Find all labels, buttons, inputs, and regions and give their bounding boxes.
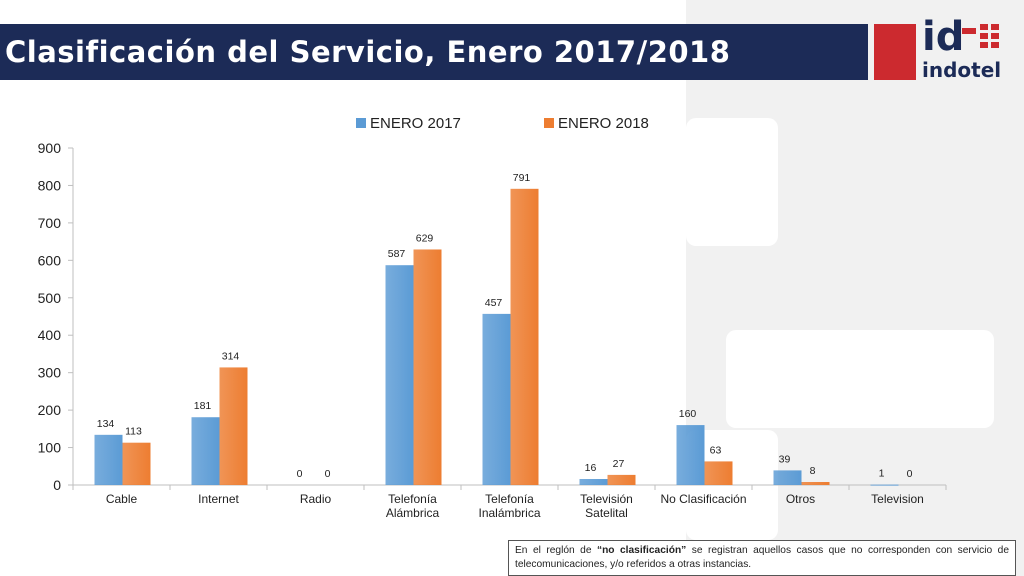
data-label: 113 — [125, 426, 142, 438]
bar — [676, 425, 705, 485]
x-tick-label: Inalámbrica — [478, 506, 540, 520]
data-label: 457 — [485, 297, 503, 309]
x-tick-label: Satelital — [585, 506, 628, 520]
data-label: 0 — [907, 468, 913, 480]
x-tick-label: Television — [871, 492, 924, 506]
footnote-suffix: se registran aquellos casos que no corre… — [515, 545, 1009, 570]
data-label: 27 — [613, 458, 625, 470]
bar — [704, 461, 733, 485]
bar — [870, 484, 899, 486]
background-shape — [726, 330, 994, 428]
data-label: 16 — [585, 462, 597, 474]
legend-swatch — [356, 118, 366, 128]
data-label: 0 — [297, 468, 303, 480]
logo-id-text: id — [922, 14, 965, 60]
logo-grid-icon — [962, 24, 1002, 52]
data-label: 39 — [779, 453, 791, 465]
footnote-box: En el reglón de “no clasificación” se re… — [508, 540, 1016, 576]
data-label: 1 — [879, 468, 885, 480]
bar — [482, 313, 511, 485]
bar — [191, 417, 220, 485]
bar — [801, 482, 830, 485]
logo-red-block — [874, 24, 916, 80]
x-tick-label: Telefonía — [485, 492, 534, 506]
bar — [579, 479, 608, 485]
x-tick-label: Telefonía — [388, 492, 437, 506]
data-label: 63 — [710, 444, 722, 456]
bar — [385, 265, 414, 485]
legend-label: ENERO 2017 — [370, 115, 461, 132]
y-tick-label: 400 — [38, 327, 62, 343]
y-tick-label: 200 — [38, 402, 62, 418]
x-tick-label: Cable — [106, 492, 138, 506]
bar — [122, 442, 151, 485]
legend-label: ENERO 2018 — [558, 115, 649, 132]
bar — [94, 434, 123, 485]
background-shape — [686, 118, 778, 246]
bar — [773, 470, 802, 485]
data-label: 587 — [388, 248, 406, 260]
x-tick-label: Radio — [300, 492, 332, 506]
x-tick-label: Alámbrica — [386, 506, 440, 520]
data-label: 314 — [222, 350, 240, 362]
y-tick-label: 500 — [38, 290, 62, 306]
legend-swatch — [544, 118, 554, 128]
y-tick-label: 700 — [38, 215, 62, 231]
data-label: 629 — [416, 232, 434, 244]
footnote-prefix: En el reglón de — [515, 545, 597, 556]
bar-chart: 0100200300400500600700800900134113Cable1… — [38, 115, 947, 520]
y-tick-label: 0 — [53, 477, 61, 493]
bar — [510, 188, 539, 485]
data-label: 791 — [513, 172, 531, 184]
bar — [413, 249, 442, 485]
slide-title: Clasificación del Servicio, Enero 2017/2… — [5, 35, 731, 69]
data-label: 181 — [194, 400, 212, 412]
y-tick-label: 100 — [38, 440, 62, 456]
logo-wordmark: indotel — [922, 58, 1002, 82]
data-label: 8 — [810, 465, 816, 477]
footnote-highlight: “no clasificación” — [596, 545, 687, 556]
data-label: 160 — [679, 408, 697, 420]
background-panel — [686, 0, 1024, 576]
y-tick-label: 900 — [38, 140, 62, 156]
x-tick-label: Televisión — [580, 492, 633, 506]
y-tick-label: 300 — [38, 365, 62, 381]
y-tick-label: 800 — [38, 177, 62, 193]
title-bar — [0, 24, 868, 80]
data-label: 0 — [325, 468, 331, 480]
x-tick-label: Internet — [198, 492, 239, 506]
y-tick-label: 600 — [38, 252, 62, 268]
bar — [607, 474, 636, 485]
x-tick-label: Otros — [786, 492, 815, 506]
x-tick-label: No Clasificación — [660, 492, 746, 506]
bar — [219, 367, 248, 485]
data-label: 134 — [97, 418, 115, 430]
